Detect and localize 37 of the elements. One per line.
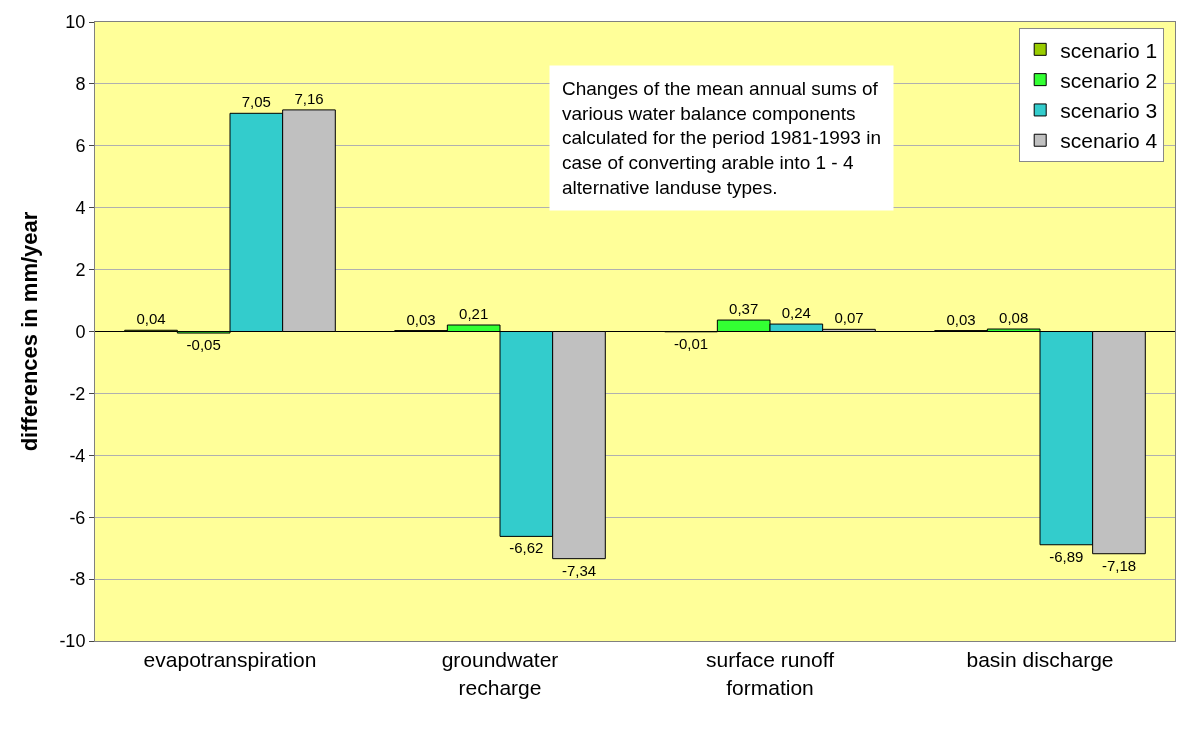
data-label: -7,34 <box>561 561 597 579</box>
y-axis-title: differences in mm/year <box>17 211 43 452</box>
legend-label: scenario 1 <box>1060 38 1158 62</box>
y-tick-label: -2 <box>69 383 86 404</box>
y-tick-label: -6 <box>69 507 86 528</box>
y-tick-label: -8 <box>69 569 86 590</box>
legend-label: scenario 4 <box>1060 129 1158 153</box>
y-tick-label: 10 <box>65 12 86 33</box>
data-label: -6,89 <box>1049 547 1084 565</box>
data-label: -6,62 <box>509 539 544 557</box>
y-tick-label: 4 <box>75 198 86 218</box>
legend-label: scenario 2 <box>1060 68 1158 92</box>
data-label: 0,24 <box>781 304 811 322</box>
annotation: Changes of the mean annual sums of various water balance components calculated for the period 1981-1993 in case of converting arable into 1 - 4 alternative landuse types. <box>562 78 882 198</box>
data-label: -7,18 <box>1101 556 1137 574</box>
data-label: 0,21 <box>459 305 489 322</box>
x-tick-label: surface runoff formation <box>705 648 835 699</box>
x-tick-label: basin discharge <box>966 648 1114 672</box>
data-label: 0,07 <box>834 309 864 327</box>
x-tick-label: evapotranspiration <box>143 648 317 672</box>
data-label: 0,03 <box>946 310 976 328</box>
data-label: 0,37 <box>729 300 759 318</box>
data-label: -0,05 <box>186 336 221 354</box>
y-tick-label: -4 <box>69 445 86 466</box>
legend-label: scenario 3 <box>1060 99 1158 123</box>
y-tick-label: 2 <box>75 259 86 280</box>
data-label: 0,03 <box>406 310 436 328</box>
data-label: 0,08 <box>999 309 1029 327</box>
y-tick-label: 8 <box>75 74 86 95</box>
data-label: 7,16 <box>294 89 324 107</box>
y-tick-label: 6 <box>75 136 86 157</box>
y-tick-label: 0 <box>75 321 86 342</box>
data-label: 0,04 <box>136 310 166 328</box>
x-tick-label: groundwater recharge <box>441 648 559 699</box>
data-label: -0,01 <box>673 334 709 352</box>
data-label: 7,05 <box>241 93 271 111</box>
y-tick-label: -10 <box>59 631 86 652</box>
